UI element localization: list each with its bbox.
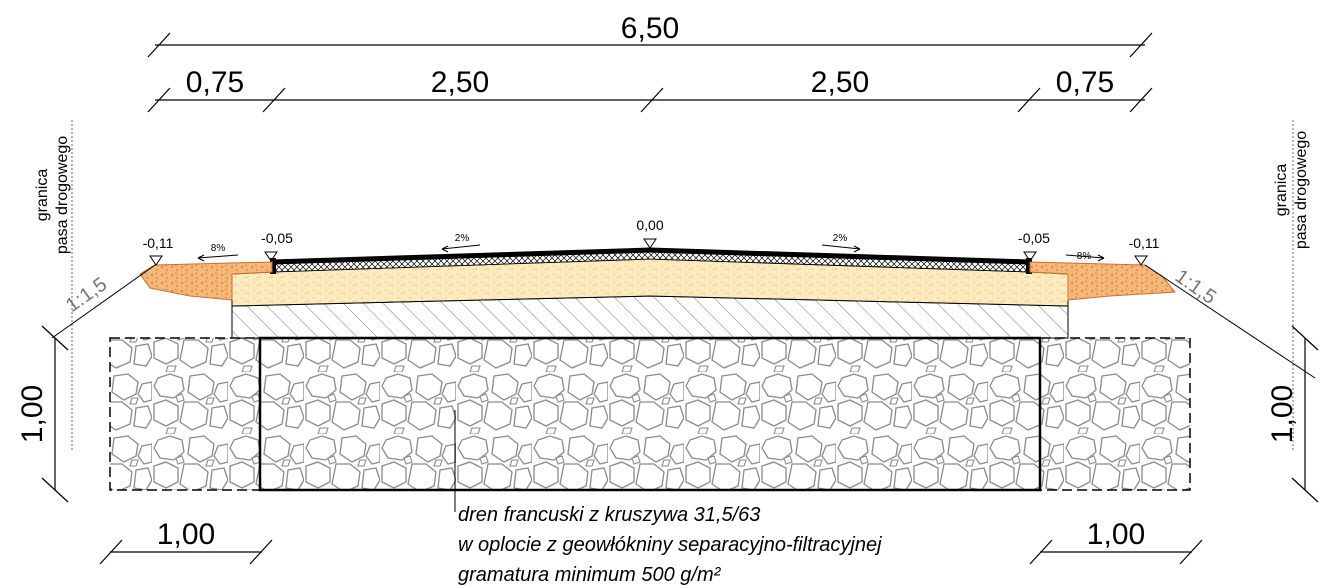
dim-drain-side-left: 1,00	[157, 518, 215, 551]
dim-drain-depth-right: 1,00	[1266, 385, 1299, 443]
slope-shoulder-left: 8%	[211, 243, 226, 254]
boundary-lines	[71, 120, 1294, 450]
slope-lane-right: 2%	[833, 233, 848, 244]
shoulder-left	[139, 261, 273, 301]
elevation-markers	[149, 238, 1148, 266]
boundary-right-line1: granica	[1273, 164, 1290, 217]
elevation-pavement-right: -0,05	[1018, 230, 1050, 246]
dim-lane-left: 2,50	[431, 66, 489, 99]
dim-lane-right: 2,50	[811, 66, 869, 99]
slope-ratio-left: 1:1,5	[62, 273, 111, 317]
dim-shoulder-right: 0,75	[1056, 66, 1114, 99]
elevation-crown: 0,00	[636, 217, 663, 233]
boundary-left-line2: pasa drogowego	[54, 136, 71, 254]
slope-lane-left: 2%	[455, 233, 470, 244]
dim-total-width: 6,50	[621, 12, 679, 45]
dim-drain-side-right: 1,00	[1087, 518, 1145, 551]
slope-lines	[51, 264, 1316, 379]
boundary-label-right: granica pasa drogowego	[1273, 131, 1310, 249]
french-drain	[109, 336, 1191, 492]
elevation-shoulder-right: -0,11	[1129, 235, 1160, 251]
boundary-right-line2: pasa drogowego	[1293, 131, 1310, 249]
slope-arrows	[197, 244, 1105, 262]
drain-note-line2: w oplocie z geowłókniny separacyjno-filt…	[458, 534, 882, 556]
dim-drain-depth-left: 1,00	[16, 385, 49, 443]
dimension-lines-top	[147, 32, 1153, 113]
dim-shoulder-left: 0,75	[186, 66, 244, 99]
bottom-dimension-lines	[99, 539, 1203, 565]
vertical-dimension-lines	[41, 325, 1319, 503]
drain-note-line3: gramatura minimum 500 g/m²	[458, 564, 722, 586]
pavement-layers	[139, 247, 1177, 339]
elevation-shoulder-left: -0,11	[143, 235, 174, 251]
drain-note-line1: dren francuski z kruszywa 31,5/63	[458, 504, 760, 526]
boundary-left-line1: granica	[34, 169, 51, 222]
boundary-label-left: granica pasa drogowego	[34, 136, 71, 254]
slope-ratio-right: 1:1,5	[1171, 265, 1220, 309]
elevation-pavement-left: -0,05	[261, 230, 293, 246]
slope-shoulder-right: 8%	[1077, 251, 1092, 262]
